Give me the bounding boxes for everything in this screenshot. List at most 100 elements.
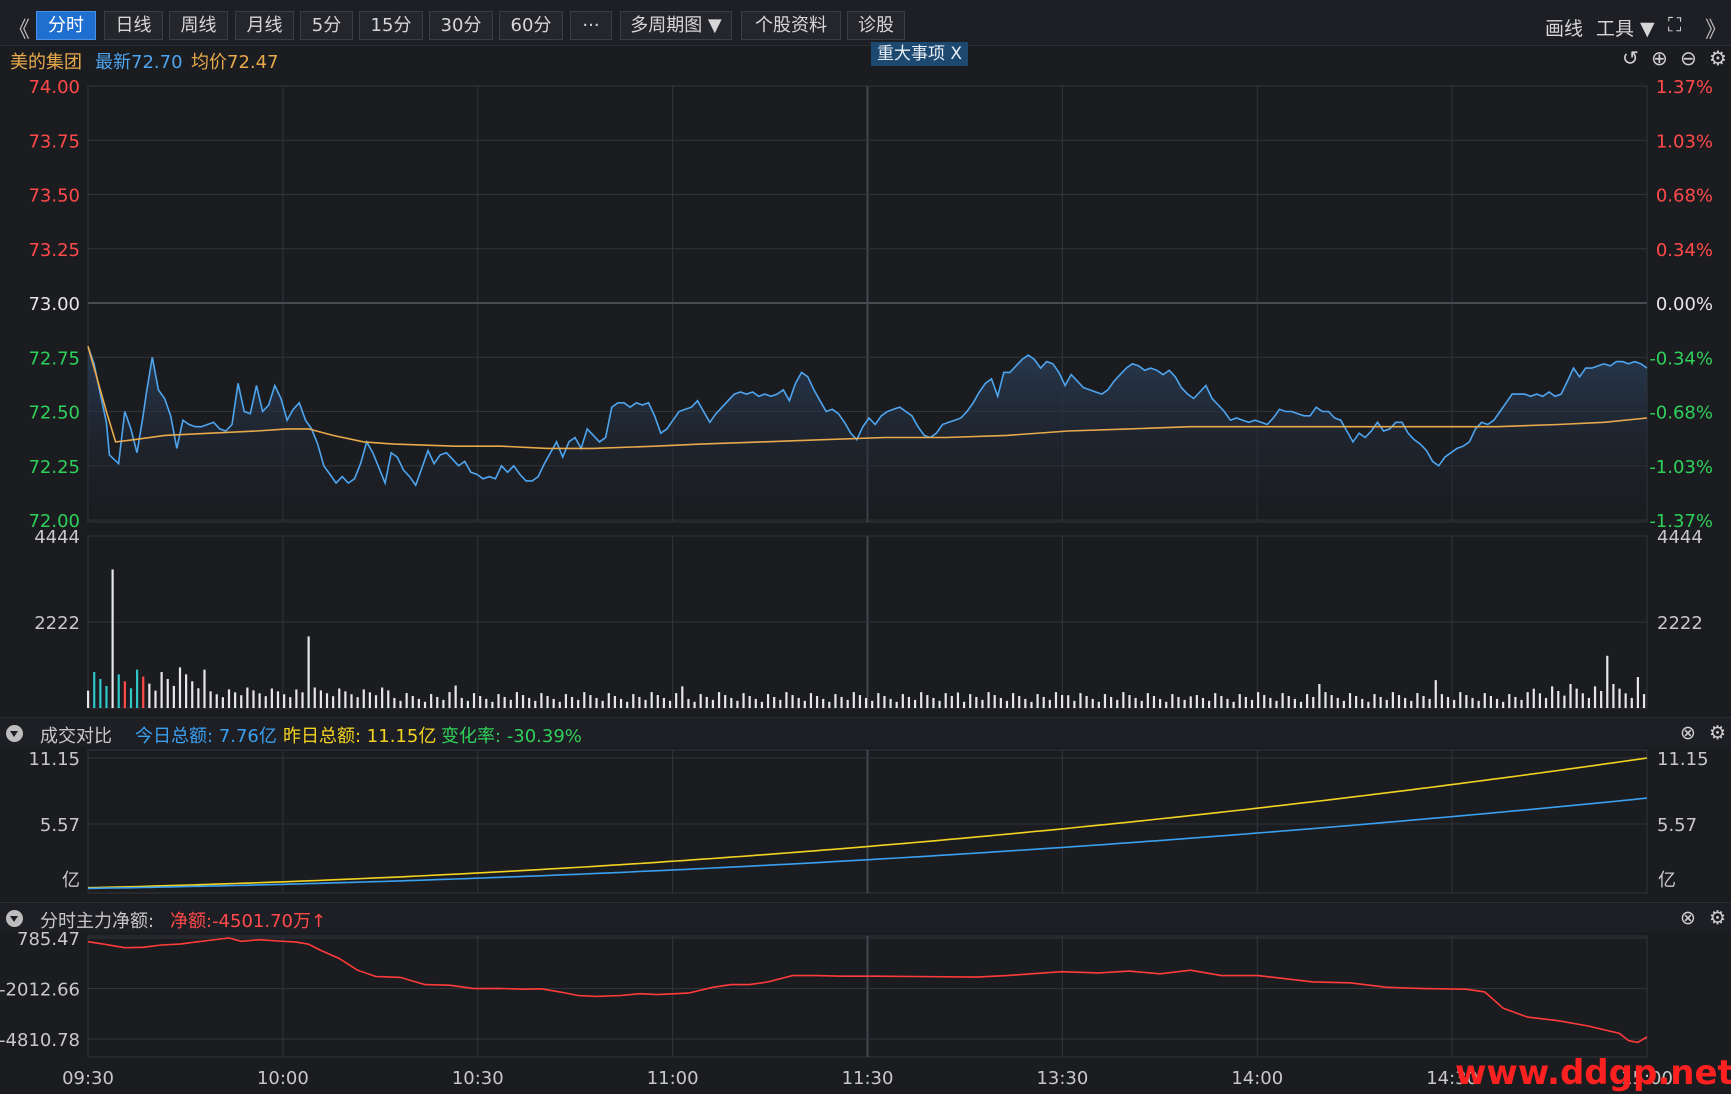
tab-30min[interactable]: 30分 xyxy=(429,11,493,40)
tab-15min[interactable]: 15分 xyxy=(359,11,423,40)
volume-tick-label: 4444 xyxy=(1657,527,1703,548)
draw-line-button[interactable]: 画线 xyxy=(1545,18,1584,40)
volume-bar xyxy=(387,690,390,708)
volume-bar xyxy=(436,696,439,708)
collapse-netflow-icon[interactable] xyxy=(6,910,23,927)
price-tick-label: 72.75 xyxy=(28,348,80,369)
fullscreen-icon[interactable]: ⛶ xyxy=(1668,14,1682,36)
volume-bar xyxy=(479,696,482,708)
volume-bar xyxy=(1214,693,1217,708)
stock-profile-button[interactable]: 个股资料 xyxy=(741,11,841,40)
volume-bar xyxy=(423,701,427,708)
pct-tick-label: -0.34% xyxy=(1649,348,1713,369)
tab-intraday[interactable]: 分时 xyxy=(36,11,96,40)
volume-bar xyxy=(779,699,782,708)
volume-bars xyxy=(87,569,1646,708)
price-lines xyxy=(87,346,1648,488)
volume-bar xyxy=(809,693,813,708)
volume-bar xyxy=(448,692,451,708)
volume-bar xyxy=(932,697,935,708)
close-netflow-icon[interactable]: ⊗ xyxy=(1680,907,1696,929)
volume-bar xyxy=(748,696,751,708)
pct-tick-label: 0.34% xyxy=(1656,240,1713,261)
major-event-label: 重大事项 xyxy=(877,44,945,64)
volume-bar xyxy=(1514,696,1517,708)
volume-bar xyxy=(1397,695,1401,708)
volume-bar xyxy=(1030,701,1033,708)
volume-bar xyxy=(344,691,347,708)
volume-bar xyxy=(760,701,764,708)
volume-bar xyxy=(558,701,561,708)
yesterday-total: 昨日总额: 11.15亿 xyxy=(283,726,437,747)
volume-bar xyxy=(736,700,739,708)
volume-bar xyxy=(142,676,145,708)
volume-bar xyxy=(1238,694,1241,708)
volume-bar xyxy=(754,698,757,708)
volume-bar xyxy=(956,692,960,708)
volume-bar xyxy=(1220,696,1223,708)
volume-bar xyxy=(920,692,923,708)
price-fill-area xyxy=(88,346,1647,520)
netflow-settings-icon[interactable]: ⚙ xyxy=(1709,907,1727,929)
volume-bar xyxy=(191,681,194,708)
volume-bar xyxy=(1250,699,1254,708)
volume-bar xyxy=(864,697,868,708)
volume-bar xyxy=(117,674,120,708)
zoom-out-icon[interactable]: ⊖ xyxy=(1680,46,1697,70)
volume-bar xyxy=(1140,700,1143,708)
tab-5min[interactable]: 5分 xyxy=(300,11,353,40)
latest-price: 最新72.70 xyxy=(95,52,183,73)
price-tick-label: 73.75 xyxy=(28,131,80,152)
tools-dropdown[interactable]: 工具 ▼ xyxy=(1596,18,1655,40)
zoom-in-icon[interactable]: ⊕ xyxy=(1651,46,1668,70)
diagnose-button[interactable]: 诊股 xyxy=(847,11,905,40)
volume-bar xyxy=(1201,697,1205,708)
volume-bar xyxy=(1373,694,1376,708)
volume-bar xyxy=(1263,695,1266,708)
flow-lines xyxy=(87,937,1648,1044)
collapse-left-icon[interactable]: 《 xyxy=(8,18,31,43)
volume-bar xyxy=(1532,688,1535,708)
volume-bar xyxy=(509,699,512,708)
close-turnover-icon[interactable]: ⊗ xyxy=(1680,722,1696,744)
tab-weekly[interactable]: 周线 xyxy=(169,11,228,40)
volume-bar xyxy=(270,688,273,708)
volume-bar xyxy=(595,697,598,708)
turnover-settings-icon[interactable]: ⚙ xyxy=(1709,722,1727,744)
volume-bar xyxy=(515,692,519,708)
volume-bar xyxy=(221,697,224,708)
tab-60min[interactable]: 60分 xyxy=(499,11,563,40)
volume-bar xyxy=(1526,692,1529,708)
volume-bar xyxy=(1581,693,1584,708)
volume-bar xyxy=(1195,695,1198,708)
volume-bar xyxy=(1005,700,1009,708)
volume-bar xyxy=(668,700,672,708)
volume-bar xyxy=(711,699,715,708)
volume-bar xyxy=(1067,695,1070,708)
volume-bar xyxy=(644,699,647,708)
volume-bar xyxy=(1483,693,1486,708)
tab-daily[interactable]: 日线 xyxy=(104,11,163,40)
settings-gear-icon[interactable]: ⚙ xyxy=(1709,46,1727,70)
tab-monthly[interactable]: 月线 xyxy=(235,11,294,40)
volume-tick-label: 4444 xyxy=(34,527,80,548)
pct-tick-label: 1.37% xyxy=(1656,77,1713,98)
volume-bar xyxy=(926,695,929,708)
volume-bar xyxy=(656,695,659,708)
volume-bar xyxy=(1348,693,1352,708)
multi-period-dropdown[interactable]: 多周期图 ▼ xyxy=(620,11,732,40)
volume-bar xyxy=(1091,698,1094,708)
volume-bar xyxy=(166,678,169,708)
reset-icon[interactable]: ↺ xyxy=(1622,46,1639,70)
volume-bar xyxy=(981,699,984,708)
collapse-right-icon[interactable]: 》 xyxy=(1705,18,1728,43)
volume-bar xyxy=(1036,694,1039,708)
collapse-turnover-icon[interactable] xyxy=(6,725,23,742)
netflow-arrow-icon: ↑ xyxy=(311,911,327,932)
chart-grid xyxy=(87,85,1648,1058)
more-periods-button[interactable]: ··· xyxy=(570,11,612,40)
major-event-tag[interactable]: 重大事项 X xyxy=(871,42,969,66)
volume-bar xyxy=(1287,696,1290,708)
close-event-icon[interactable]: X xyxy=(950,44,963,64)
